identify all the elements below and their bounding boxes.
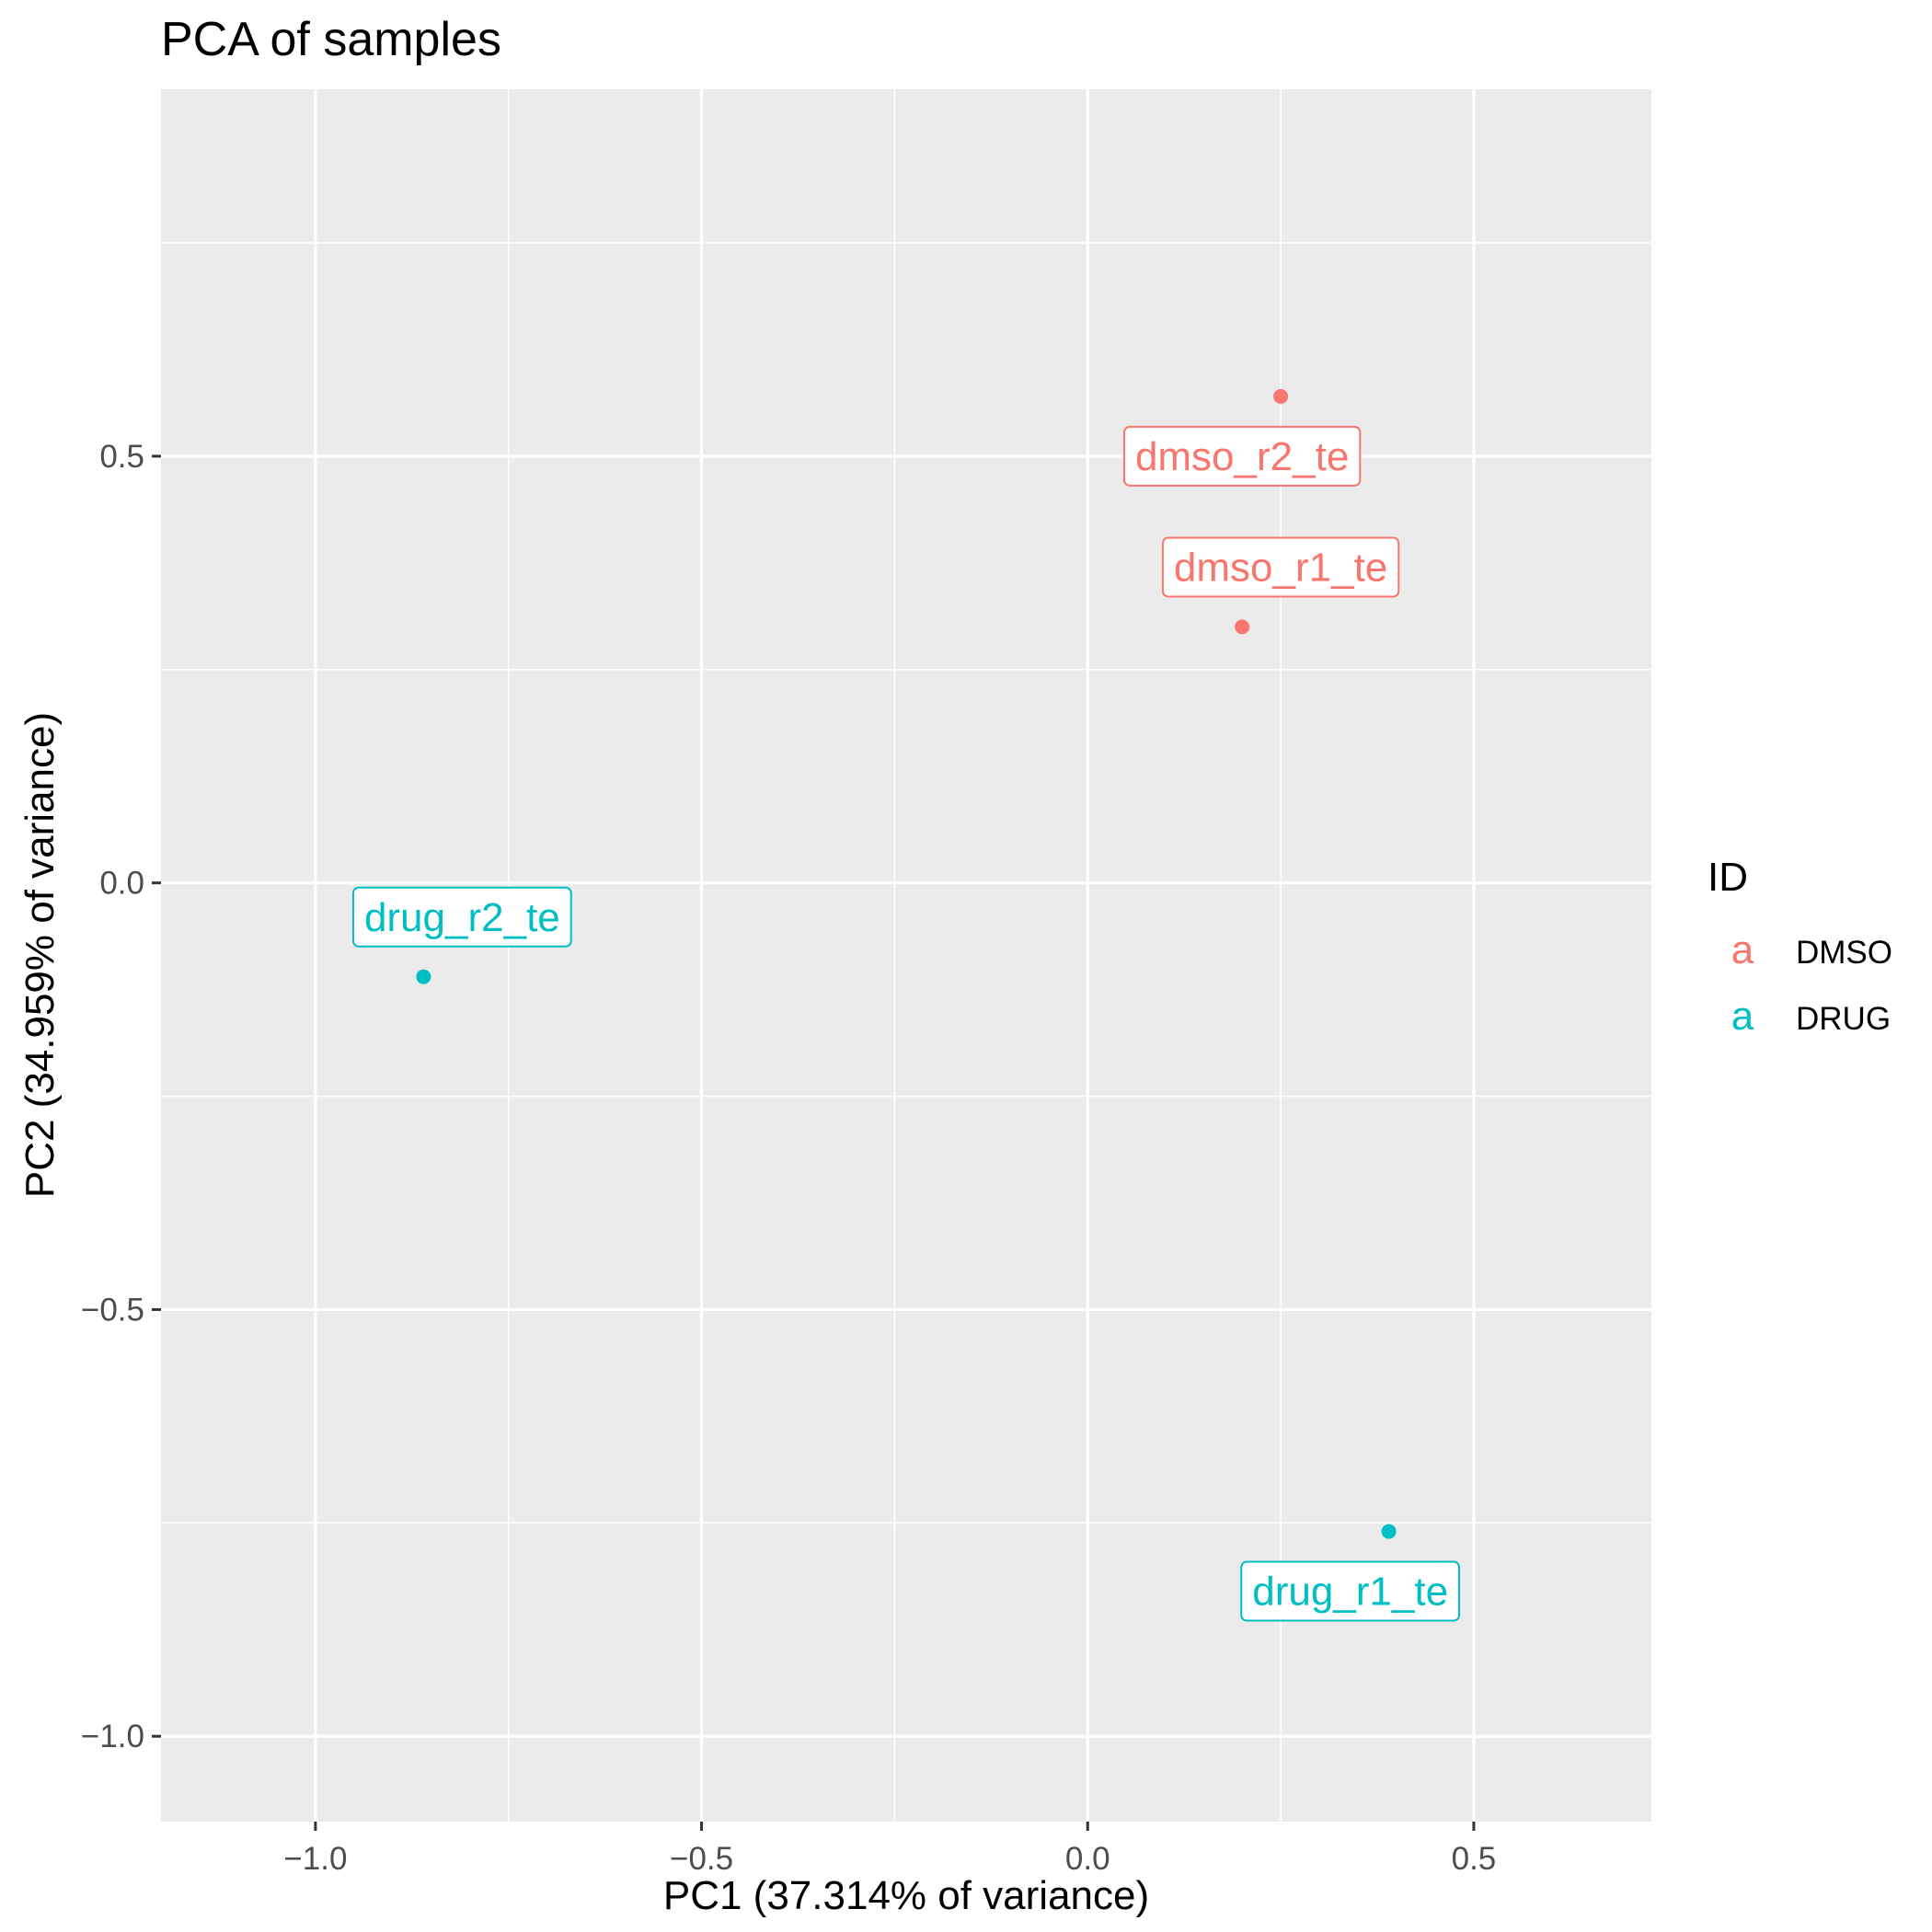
y-axis-title: PC2 (34.959% of variance) xyxy=(17,712,63,1198)
point-label-dmso_r1_te: dmso_r1_te xyxy=(1161,536,1400,598)
data-points xyxy=(416,388,1397,1539)
y-tick-label: −1.0 xyxy=(81,1719,144,1754)
label-text: drug_r1_te xyxy=(1252,1570,1448,1615)
point-label-drug_r1_te: drug_r1_te xyxy=(1240,1560,1461,1622)
legend-key: a xyxy=(1731,994,1754,1039)
legend: ID a DMSO a DRUG xyxy=(1708,855,1892,1039)
label-box xyxy=(1161,536,1400,598)
point-label-drug_r2_te: drug_r2_te xyxy=(351,886,572,948)
x-tick-label: 0.0 xyxy=(1065,1841,1110,1877)
plot-panel xyxy=(161,89,1651,1822)
legend-label: DRUG xyxy=(1796,1001,1891,1037)
label-box xyxy=(351,886,572,948)
data-point-drug_r1_te xyxy=(1381,1524,1397,1539)
y-tick-label: 0.0 xyxy=(99,866,144,902)
y-tick-label: 0.5 xyxy=(99,439,144,475)
x-tick-label: −1.0 xyxy=(283,1841,347,1877)
minor-gridlines xyxy=(161,89,1651,1822)
x-tick-label: −0.5 xyxy=(670,1841,733,1877)
point-labels: dmso_r2_te dmso_r1_te drug_r2_te drug_r1_te xyxy=(351,425,1461,1622)
point-label-dmso_r2_te: dmso_r2_te xyxy=(1122,425,1362,487)
data-point-dmso_r2_te xyxy=(1273,388,1289,404)
legend-key: a xyxy=(1731,927,1754,972)
legend-label: DMSO xyxy=(1796,935,1892,971)
x-axis-title: PC1 (37.314% of variance) xyxy=(663,1873,1149,1918)
data-point-dmso_r1_te xyxy=(1235,619,1250,635)
label-text: drug_r2_te xyxy=(364,895,560,940)
label-text: dmso_r1_te xyxy=(1174,545,1387,590)
x-axis: −1.0 −0.5 0.0 0.5 xyxy=(283,1822,1496,1877)
label-box xyxy=(1122,425,1362,487)
label-box xyxy=(1240,1560,1461,1622)
label-text: dmso_r2_te xyxy=(1135,434,1349,479)
data-point-drug_r2_te xyxy=(416,969,431,984)
x-tick-label: 0.5 xyxy=(1452,1841,1497,1877)
legend-title: ID xyxy=(1708,855,1748,900)
major-gridlines xyxy=(161,89,1651,1822)
y-axis: −1.0 −0.5 0.0 0.5 xyxy=(81,439,161,1754)
legend-item-drug: a DRUG xyxy=(1731,994,1891,1039)
y-tick-label: −0.5 xyxy=(81,1292,144,1328)
legend-item-dmso: a DMSO xyxy=(1731,927,1892,972)
chart-title: PCA of samples xyxy=(161,13,501,66)
